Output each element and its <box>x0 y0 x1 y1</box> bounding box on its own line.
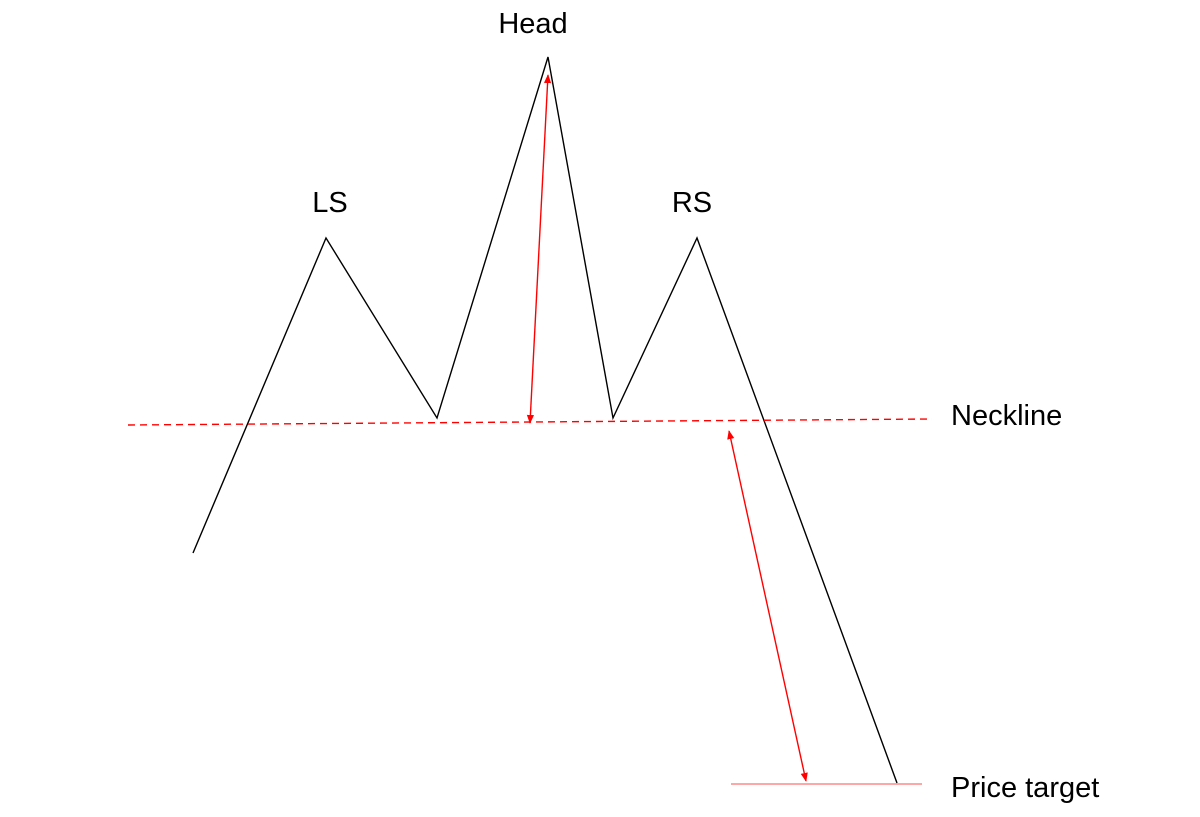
head-label: Head <box>498 8 567 40</box>
target-projection-arrow <box>727 430 808 782</box>
price-target-label: Price target <box>951 772 1099 804</box>
right-shoulder-label: RS <box>672 187 712 219</box>
neckline-label: Neckline <box>951 400 1062 432</box>
left-shoulder-label: LS <box>312 187 347 219</box>
price-line <box>192 56 898 784</box>
head-height-arrow <box>526 74 552 424</box>
